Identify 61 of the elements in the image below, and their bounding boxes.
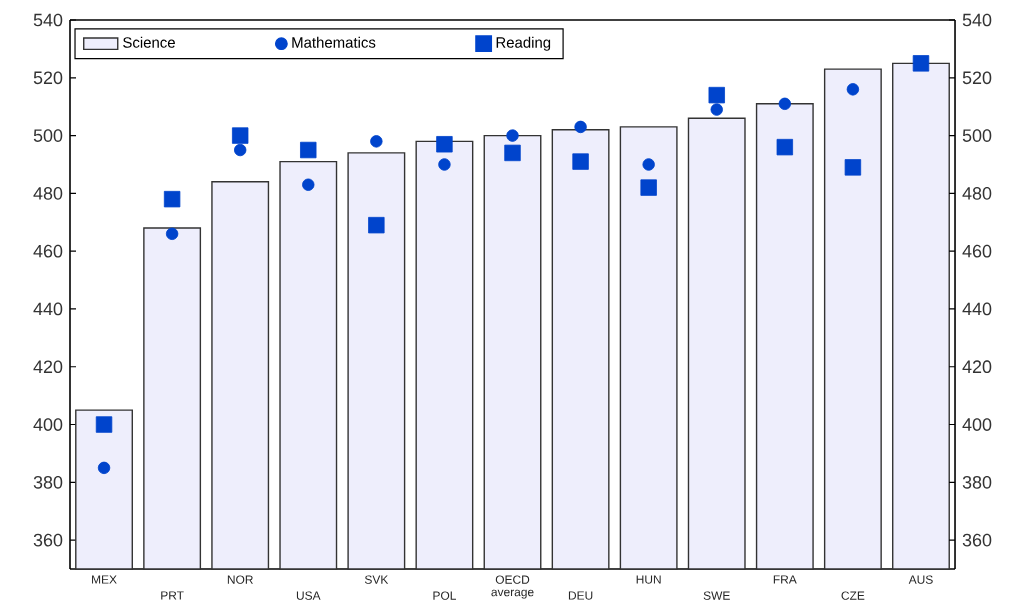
point [912, 55, 930, 72]
y-tick-label: 400 [962, 418, 992, 431]
point [640, 179, 657, 196]
x-tick-label: FRA [773, 575, 797, 584]
point [844, 159, 862, 176]
y2-tick-label: 440 [33, 302, 63, 316]
y-tick-label: 380 [962, 475, 992, 489]
y-tick-label: 360 [962, 533, 992, 547]
y-tick-label: 440 [962, 302, 992, 316]
y2-tick-label: 480 [33, 187, 63, 200]
x-tick-label: POL [433, 591, 456, 600]
point [710, 103, 723, 116]
point [436, 136, 453, 153]
point [574, 120, 587, 134]
x-tick-label: HUN [636, 575, 661, 584]
point [95, 416, 113, 433]
x-tick-label: USA [296, 591, 321, 600]
point [368, 216, 385, 234]
point [231, 127, 249, 144]
point [776, 138, 794, 156]
point [233, 143, 247, 157]
legend-label: Mathematics [292, 36, 376, 48]
x-tick-label: PRT [161, 591, 184, 600]
point [97, 461, 111, 475]
legend-label: Science [123, 36, 175, 48]
y2-tick-label: 460 [33, 244, 63, 258]
point [438, 158, 451, 171]
y2-tick-label: 420 [33, 360, 63, 374]
legend-label: Reading [496, 36, 551, 51]
point [163, 190, 181, 208]
x-tick-label: CZE [841, 591, 865, 600]
point [642, 158, 655, 171]
y2-tick-label: 360 [33, 533, 63, 547]
point [572, 153, 589, 170]
point [300, 141, 317, 159]
y2-tick-label: 500 [33, 129, 63, 142]
y2-tick-label: 540 [33, 13, 63, 27]
x-tick-label: AUS [908, 575, 933, 584]
point [708, 86, 725, 104]
point [370, 135, 383, 148]
point [778, 97, 792, 110]
y2-tick-label: 520 [33, 71, 63, 85]
x-tick-label: SVK [364, 575, 389, 584]
y-tick-label: 520 [962, 71, 992, 85]
y-tick-label: 540 [962, 13, 992, 27]
y-tick-label: 460 [962, 244, 992, 258]
x-tick-label: OECD average [491, 575, 534, 599]
point [302, 178, 315, 191]
point [506, 129, 519, 142]
x-tick-label: MEX [92, 575, 117, 584]
point [846, 83, 860, 96]
y2-tick-label: 400 [33, 418, 63, 431]
x-tick-label: DEU [568, 591, 593, 600]
y2-tick-label: 380 [33, 475, 63, 489]
point [504, 144, 521, 162]
point [165, 227, 179, 241]
x-tick-label: SWE [703, 591, 730, 600]
x-tick-label: NOR [227, 575, 253, 584]
y-tick-label: 480 [962, 187, 992, 200]
y-tick-label: 420 [962, 360, 992, 374]
y-tick-label: 500 [962, 129, 992, 142]
